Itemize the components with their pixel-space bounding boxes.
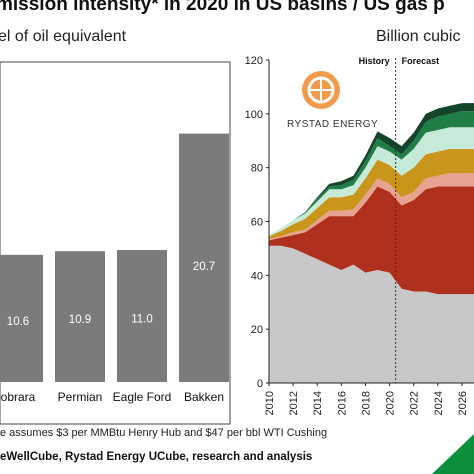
forecast-label: Forecast (402, 56, 440, 66)
y-tick-label-4: 80 (251, 163, 263, 175)
x-tick-label-0: 2010 (264, 391, 276, 415)
left-chart-subtitle: el of oil equivalent (0, 28, 127, 45)
corner-decoration (432, 434, 474, 474)
x-tick-label-8: 2026 (457, 391, 469, 415)
bar-chart-frame (0, 61, 231, 425)
logo-text: RYSTAD ENERGY (287, 119, 378, 130)
x-tick-label-3: 2016 (336, 391, 348, 415)
bar-value-label-2: 11.0 (131, 314, 153, 326)
area-series (269, 103, 474, 383)
area-layer-4 (269, 127, 474, 237)
bar-value-label-0: 10.6 (7, 316, 29, 328)
bar-1 (55, 251, 105, 382)
y-tick-label-6: 120 (245, 55, 263, 67)
bar-2 (117, 250, 167, 382)
area-x-tick-labels: 2010 2012 2014 2016 2018 2020 2022 2024 2026 (264, 383, 469, 415)
chart-title: mission intensity* in 2020 in US basins … (0, 0, 445, 15)
x-tick-label-1: 2012 (288, 391, 300, 415)
bar-category-label-1: Permian (58, 390, 103, 404)
x-tick-label-4: 2018 (360, 391, 372, 415)
rystad-logo: RYSTAD ENERGY (287, 71, 378, 130)
bar-category-label-3: Bakken (184, 390, 224, 404)
y-tick-label-1: 20 (251, 324, 263, 336)
x-tick-label-2: 2014 (312, 391, 324, 415)
y-tick-label-2: 40 (251, 270, 263, 282)
x-tick-label-6: 2022 (409, 391, 421, 415)
bar-value-label-3: 20.7 (193, 261, 215, 273)
y-tick-label-3: 60 (251, 217, 263, 229)
bar-category-label-0: obrara (1, 390, 36, 404)
right-chart-subtitle: Billion cubic (376, 28, 461, 45)
history-label: History (359, 56, 390, 66)
bar-0 (0, 254, 43, 382)
area-layer-3 (269, 148, 474, 239)
bar-3 (179, 133, 229, 382)
area-layer-1 (269, 186, 474, 295)
area-layer-0 (269, 245, 474, 383)
area-layer-5 (269, 111, 474, 235)
bar-value-label-1: 10.9 (69, 314, 91, 326)
y-tick-label-0: 0 (257, 378, 263, 390)
bar-series: 10.6 obrara 10.9 Permian 11.0 Eagle Ford 20.7 B… (0, 133, 229, 404)
y-tick-label-5: 100 (245, 109, 263, 121)
x-tick-label-5: 2020 (385, 391, 397, 415)
area-layer-2 (269, 173, 474, 241)
logo-globe-cross-icon (309, 78, 333, 102)
source-note: eWellCube, Rystad Energy UCube, research… (0, 451, 313, 463)
x-tick-label-7: 2024 (433, 391, 445, 415)
footnote: e assumes $3 per MMBtu Henry Hub and $47… (0, 427, 328, 439)
bar-category-label-2: Eagle Ford (113, 390, 172, 404)
area-y-tick-labels: 0 20 40 60 80 100 120 (245, 55, 269, 390)
